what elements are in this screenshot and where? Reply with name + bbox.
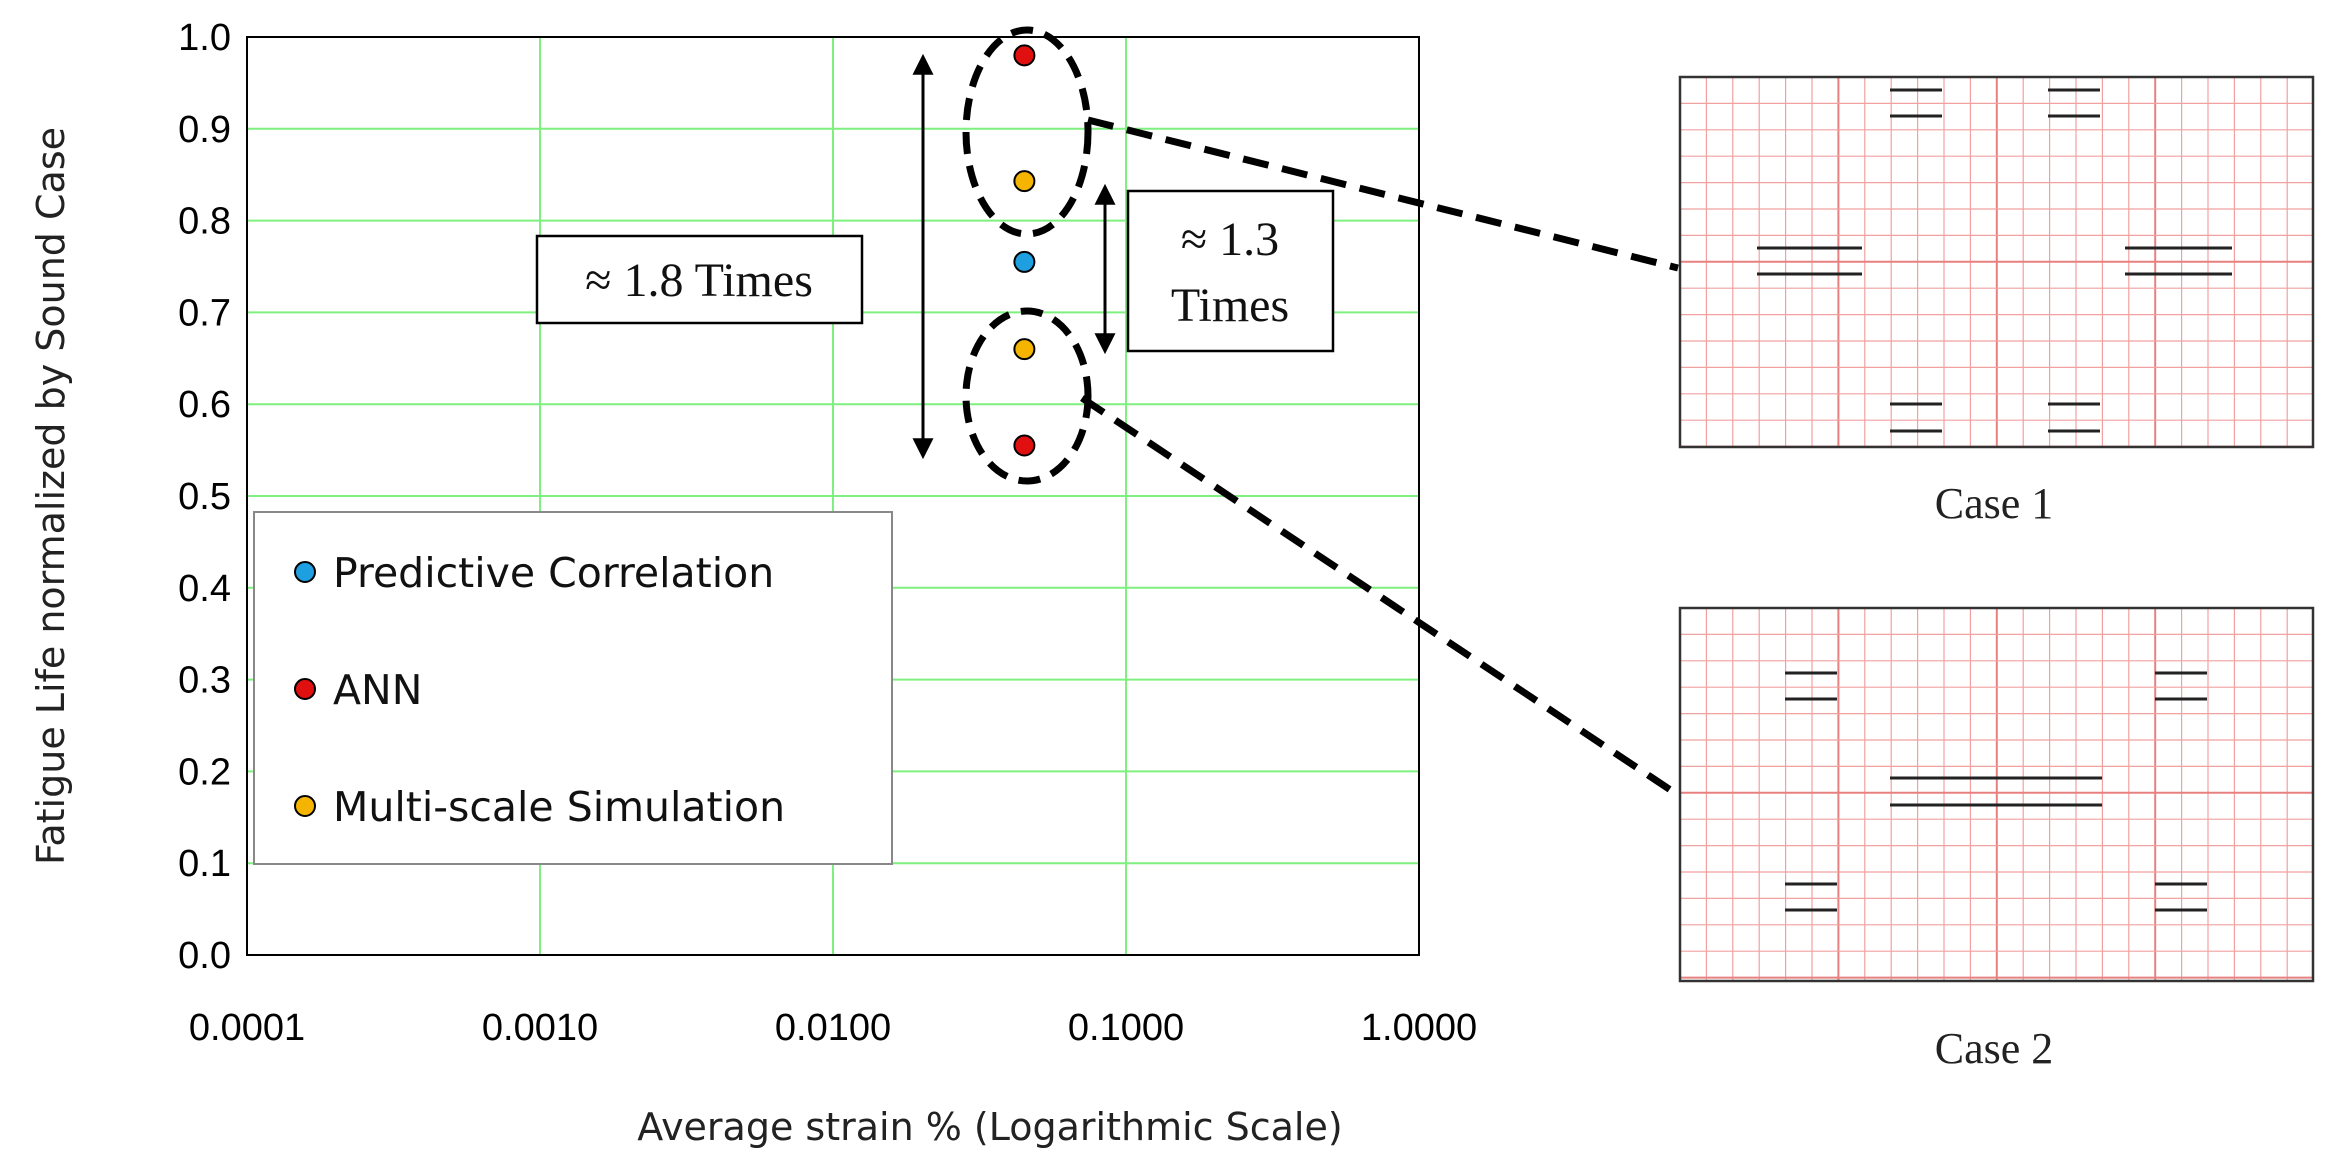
x-tick-label: 0.0010 [482,1007,598,1049]
case-2-grid [1680,608,2313,981]
point-ann-1 [1013,434,1036,457]
x-tick-label: 0.0001 [189,1007,305,1049]
legend-label-multi-scale-simulation: Multi-scale Simulation [333,783,785,831]
legend-label-ann: ANN [333,666,422,714]
legend-marker-multi-scale-simulation [294,795,316,817]
legend: Predictive Correlation ANN Multi-scale S… [253,511,893,865]
legend-marker-ann [294,678,316,700]
x-tick-label: 0.1000 [1068,1007,1184,1049]
case-1-panel: Case 1 [1678,75,2315,528]
x-axis-label: Average strain % (Logarithmic Scale) [637,1105,1342,1149]
upper-cluster-ellipse [962,26,1092,238]
x-tick-label: 1.0000 [1361,1007,1477,1049]
legend-item-ann: ANN [294,666,422,714]
y-tick-label: 0.4 [178,568,231,610]
point-multi-scale-simulation-1 [1013,338,1036,361]
annotation-1-8-times-text: ≈ 1.8 Times [585,254,813,307]
y-tick-label: 1.0 [178,17,231,59]
y-tick-label: 0.3 [178,660,231,702]
case-2-label: Case 2 [1935,1024,2054,1073]
y-tick-label: 0.8 [178,201,231,243]
case-2-cracks [1785,671,2207,912]
scatter-chart: 0.0 0.1 0.2 0.3 0.4 0.5 0.6 0.7 0.8 0.9 1.0 0.0001… [29,17,1680,1149]
x-axis-ticks: 0.0001 0.0010 0.0100 0.1000 1.0000 [189,1007,1477,1049]
legend-item-multi-scale-simulation: Multi-scale Simulation [294,783,785,831]
lower-cluster-ellipse [962,307,1092,485]
data-points [1013,44,1036,457]
annotation-1-3-times: ≈ 1.3 Times [1126,189,1335,353]
y-tick-label: 0.1 [178,843,231,885]
legend-item-predictive-correlation: Predictive Correlation [294,549,774,597]
y-tick-label: 0.9 [178,109,231,151]
case-1-frame [1678,75,2315,449]
case-2-frame [1678,606,2315,983]
y-tick-label: 0.6 [178,384,231,426]
annotation-1-3-line1: ≈ 1.3 [1181,213,1279,266]
annotation-1-8-times: ≈ 1.8 Times [535,234,864,325]
case-1-grid [1680,77,2313,448]
y-tick-label: 0.0 [178,935,231,977]
connector-to-case-1 [1087,116,1679,272]
case-2-panel: Case 2 [1678,606,2315,1073]
case-1-cracks [1757,88,2232,433]
connector-to-case-2 [1080,395,1680,798]
legend-label-predictive-correlation: Predictive Correlation [333,549,774,597]
plot-frame [246,36,1420,956]
legend-marker-predictive-correlation [294,561,316,583]
y-axis-ticks: 0.0 0.1 0.2 0.3 0.4 0.5 0.6 0.7 0.8 0.9 1.0 [178,17,231,977]
y-tick-label: 0.2 [178,751,231,793]
case-1-label: Case 1 [1935,479,2054,528]
y-axis-label: Fatigue Life normalized by Sound Case [29,127,73,865]
point-multi-scale-simulation-0 [1013,170,1036,193]
y-tick-label: 0.5 [178,476,231,518]
x-tick-label: 0.0100 [775,1007,891,1049]
annotation-1-3-line2: Times [1171,279,1289,332]
point-predictive-correlation-0 [1013,250,1036,273]
y-tick-label: 0.7 [178,292,231,334]
point-ann-0 [1013,44,1036,67]
